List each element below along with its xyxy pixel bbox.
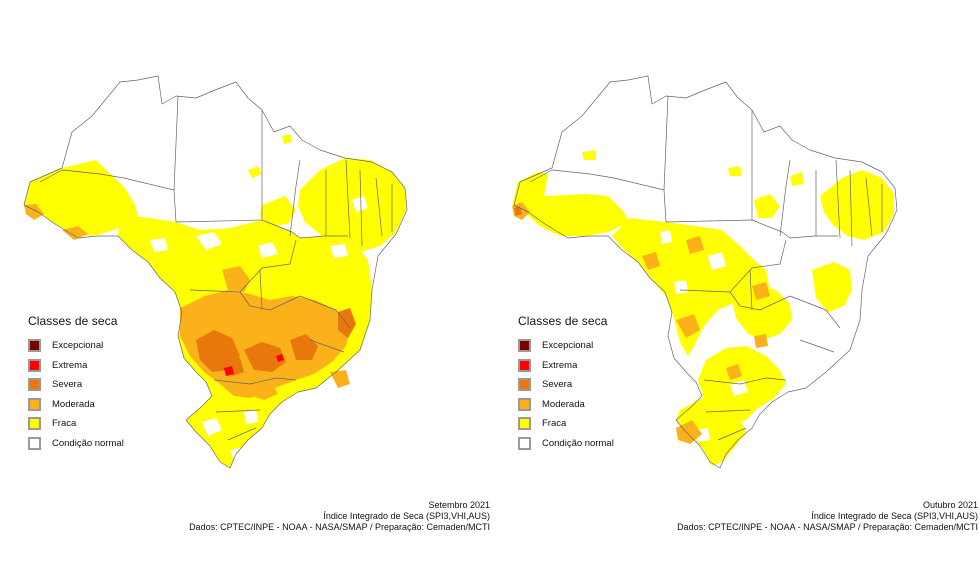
legend-item-severa: Severa — [28, 375, 124, 395]
map-caption: Outubro 2021 Índice Integrado de Seca (S… — [677, 500, 978, 533]
legend-title: Classes de seca — [28, 314, 118, 328]
legend-swatch — [518, 358, 531, 372]
fraca-para-patch — [260, 196, 296, 226]
moderada-areas — [512, 202, 770, 444]
map-panel-october: Classes de seca Excepcional Extrema Seve… — [490, 0, 980, 585]
legend-item-moderada: Moderada — [518, 395, 614, 415]
legend-swatch — [28, 417, 41, 431]
moderada-bahia — [754, 334, 768, 348]
moderada-goias — [222, 266, 250, 292]
legend-item-normal: Condição normal — [28, 434, 124, 454]
legend-item-normal: Condição normal — [518, 434, 614, 454]
caption-source: Dados: CPTEC/INPE - NOAA - NASA/SMAP / P… — [677, 522, 978, 532]
legend: Classes de seca Excepcional Extrema Seve… — [518, 314, 614, 453]
legend-item-fraca: Fraca — [28, 414, 124, 434]
legend-swatch — [518, 397, 531, 411]
fraca-bahia — [812, 262, 852, 312]
legend: Classes de seca Excepcional Extrema Seve… — [28, 314, 124, 453]
fraca-center-west — [612, 218, 770, 356]
legend-item-severa: Severa — [518, 375, 614, 395]
legend-swatch — [28, 397, 41, 411]
legend-swatch — [518, 339, 531, 353]
legend-label: Extrema — [542, 359, 578, 371]
moderada-sp — [726, 364, 742, 380]
caption-period: Setembro 2021 — [428, 500, 490, 510]
legend-item-fraca: Fraca — [518, 414, 614, 434]
country-outline — [513, 75, 898, 469]
moderada-rs-west — [676, 420, 702, 444]
legend-label: Condição normal — [542, 437, 614, 449]
fraca-minas — [730, 284, 792, 340]
fraca-para — [754, 194, 780, 218]
severa-areas — [514, 206, 522, 216]
legend-title: Classes de seca — [518, 314, 608, 328]
legend-swatch — [28, 339, 41, 353]
state-borders — [513, 75, 898, 469]
extrema-areas — [224, 354, 284, 376]
legend-item-moderada: Moderada — [28, 395, 124, 415]
fraca-amapa-dot — [282, 134, 292, 144]
moderada-acre — [24, 204, 44, 220]
state-borders — [23, 75, 408, 469]
legend-label: Moderada — [52, 398, 95, 410]
moderada-southwest — [250, 380, 278, 400]
caption-period: Outubro 2021 — [922, 500, 978, 510]
legend-label: Excepcional — [52, 340, 104, 352]
legend-label: Fraca — [52, 418, 77, 430]
fraca-northeast — [298, 158, 406, 252]
fraca-nw-dot — [582, 150, 596, 160]
legend-item-excepcional: Excepcional — [28, 336, 124, 356]
fraca-roraima-dot — [248, 166, 262, 178]
legend-label: Condição normal — [52, 437, 124, 449]
caption-source: Dados: CPTEC/INPE - NOAA - NASA/SMAP / P… — [189, 522, 490, 532]
normal-holes — [150, 196, 368, 460]
moderada-ac-east — [62, 226, 88, 240]
legend-swatch — [28, 358, 41, 372]
severa-areas — [196, 308, 356, 376]
legend-label: Excepcional — [542, 340, 594, 352]
legend-item-extrema: Extrema — [518, 356, 614, 376]
brazil-drought-map-october — [512, 75, 898, 469]
legend-label: Extrema — [52, 359, 88, 371]
moderada-ms — [676, 314, 700, 338]
legend-item-extrema: Extrema — [28, 356, 124, 376]
moderada-goias — [752, 282, 770, 300]
legend-swatch — [28, 378, 41, 392]
legend-label: Severa — [52, 379, 83, 391]
moderada-coast — [330, 370, 350, 388]
legend-label: Severa — [542, 379, 573, 391]
fraca-acre-amazonas-west — [24, 160, 140, 236]
legend-swatch — [518, 436, 531, 450]
legend-label: Fraca — [542, 418, 567, 430]
caption-index: Índice Integrado de Seca (SPI3,VHI,AUS) — [323, 511, 490, 521]
legend-item-excepcional: Excepcional — [518, 336, 614, 356]
legend-swatch — [518, 378, 531, 392]
legend-swatch — [518, 417, 531, 431]
caption-index: Índice Integrado de Seca (SPI3,VHI,AUS) — [811, 511, 978, 521]
map-caption: Setembro 2021 Índice Integrado de Seca (… — [189, 500, 490, 533]
moderada-mato-grosso — [686, 236, 704, 254]
moderada-rondonia — [642, 252, 660, 270]
legend-label: Moderada — [542, 398, 585, 410]
fraca-maranhao-dot — [790, 172, 804, 186]
country-outline — [23, 75, 408, 469]
fraca-acre-amazonas-west — [512, 172, 630, 236]
fraca-roraima-dot — [728, 166, 742, 176]
fraca-south — [676, 398, 746, 466]
legend-swatch — [28, 436, 41, 450]
map-panel-september: Classes de seca Excepcional Extrema Seve… — [23, 75, 490, 533]
fraca-northeast-coast — [820, 170, 894, 240]
brazil-drought-map-september — [23, 75, 408, 469]
